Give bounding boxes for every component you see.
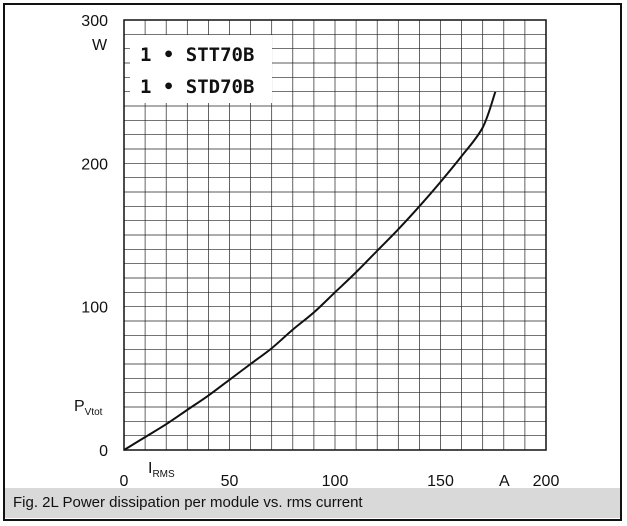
y-unit-label: W	[92, 37, 108, 54]
legend-entry-stt70b: 1 • STT70B	[140, 44, 254, 66]
data-line	[123, 91, 497, 451]
x-tick-label: 0	[120, 473, 129, 490]
tick-labels: 0 50 100 150 200 0 100 200 300	[81, 13, 559, 490]
y-axis-label: PVtot	[74, 398, 103, 418]
x-tick-label: 50	[221, 473, 239, 490]
legend-background	[130, 35, 272, 103]
svg-text:PVtot: PVtot	[74, 398, 103, 418]
x-tick-label: 150	[427, 473, 454, 490]
figure-frame	[3, 3, 622, 521]
x-unit-label: A	[499, 473, 510, 490]
figure-caption: Fig. 2L Power dissipation per module vs.…	[5, 488, 620, 518]
x-tick-label: 200	[533, 473, 560, 490]
plot-border	[123, 19, 547, 451]
y-tick-label: 200	[81, 156, 108, 173]
x-axis-label: IRMS	[148, 460, 175, 480]
legend: 1 • STT70B 1 • STD70B	[130, 35, 272, 103]
power-dissipation-chart: 1 • STT70B 1 • STD70B 0 50 100 150 200 0 100 20…	[74, 13, 559, 490]
y-tick-label: 0	[99, 443, 108, 460]
y-tick-label: 300	[81, 13, 108, 30]
x-tick-label: 100	[322, 473, 349, 490]
grid	[124, 20, 546, 450]
legend-entry-std70b: 1 • STD70B	[140, 76, 254, 98]
y-tick-label: 100	[81, 300, 108, 317]
svg-text:IRMS: IRMS	[148, 460, 175, 480]
